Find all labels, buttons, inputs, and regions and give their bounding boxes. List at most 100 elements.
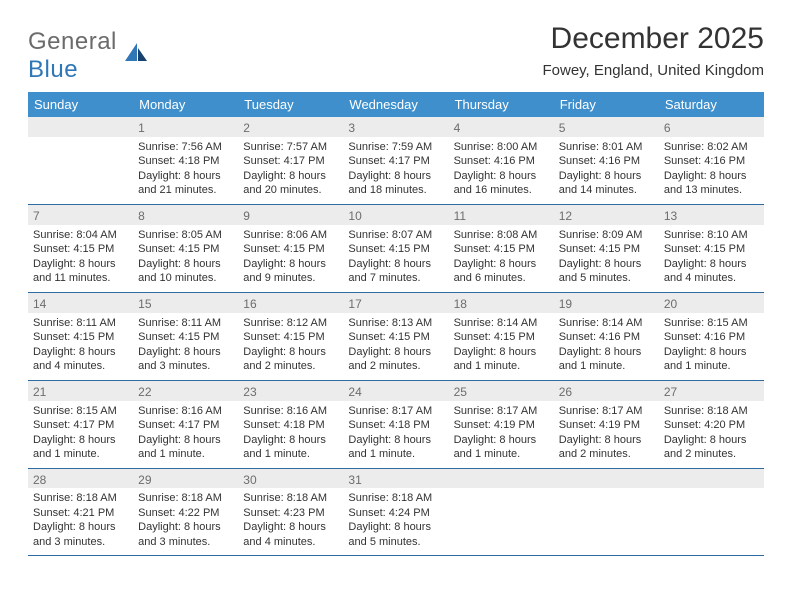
calendar-table: SundayMondayTuesdayWednesdayThursdayFrid… bbox=[28, 92, 764, 556]
day-detail-line: Sunrise: 8:04 AM bbox=[33, 228, 128, 243]
day-detail-line: Sunset: 4:18 PM bbox=[243, 418, 338, 433]
day-detail-line: Sunset: 4:15 PM bbox=[33, 242, 128, 257]
month-title: December 2025 bbox=[542, 22, 764, 56]
day-number: 15 bbox=[138, 297, 151, 311]
day-number: 29 bbox=[138, 473, 151, 487]
day-number-cell: 24 bbox=[343, 380, 448, 400]
day-detail-line: Daylight: 8 hours and 14 minutes. bbox=[559, 169, 654, 198]
day-detail-line: Sunrise: 8:07 AM bbox=[348, 228, 443, 243]
day-info-cell: Sunrise: 7:57 AMSunset: 4:17 PMDaylight:… bbox=[238, 137, 343, 205]
day-detail-line: Sunset: 4:15 PM bbox=[138, 242, 233, 257]
day-details: Sunrise: 8:18 AMSunset: 4:20 PMDaylight:… bbox=[664, 404, 759, 462]
day-number: 7 bbox=[33, 209, 40, 223]
day-number-cell: 7 bbox=[28, 204, 133, 224]
day-details: Sunrise: 8:09 AMSunset: 4:15 PMDaylight:… bbox=[559, 228, 654, 286]
day-number-cell: 20 bbox=[659, 292, 764, 312]
day-info-cell: Sunrise: 8:18 AMSunset: 4:20 PMDaylight:… bbox=[659, 401, 764, 469]
day-number: 2 bbox=[243, 121, 250, 135]
day-details: Sunrise: 8:18 AMSunset: 4:24 PMDaylight:… bbox=[348, 491, 443, 549]
day-info-cell: Sunrise: 8:11 AMSunset: 4:15 PMDaylight:… bbox=[28, 313, 133, 381]
day-details: Sunrise: 7:59 AMSunset: 4:17 PMDaylight:… bbox=[348, 140, 443, 198]
day-number-cell: 11 bbox=[449, 204, 554, 224]
day-number-cell: 21 bbox=[28, 380, 133, 400]
day-number-row: 123456 bbox=[28, 117, 764, 137]
day-detail-line: Daylight: 8 hours and 1 minute. bbox=[559, 345, 654, 374]
day-detail-line: Daylight: 8 hours and 5 minutes. bbox=[348, 520, 443, 549]
day-detail-line: Daylight: 8 hours and 13 minutes. bbox=[664, 169, 759, 198]
day-detail-line: Sunrise: 8:06 AM bbox=[243, 228, 338, 243]
day-detail-line: Daylight: 8 hours and 1 minute. bbox=[243, 433, 338, 462]
day-info-cell: Sunrise: 8:11 AMSunset: 4:15 PMDaylight:… bbox=[133, 313, 238, 381]
day-details: Sunrise: 8:15 AMSunset: 4:17 PMDaylight:… bbox=[33, 404, 128, 462]
day-info-cell bbox=[449, 488, 554, 556]
day-info-row: Sunrise: 8:11 AMSunset: 4:15 PMDaylight:… bbox=[28, 313, 764, 381]
day-details: Sunrise: 8:01 AMSunset: 4:16 PMDaylight:… bbox=[559, 140, 654, 198]
day-number-cell: 27 bbox=[659, 380, 764, 400]
weekday-header-row: SundayMondayTuesdayWednesdayThursdayFrid… bbox=[28, 92, 764, 117]
day-detail-line: Sunset: 4:17 PM bbox=[33, 418, 128, 433]
day-info-cell: Sunrise: 8:00 AMSunset: 4:16 PMDaylight:… bbox=[449, 137, 554, 205]
day-number-cell: 12 bbox=[554, 204, 659, 224]
day-detail-line: Sunset: 4:17 PM bbox=[348, 154, 443, 169]
day-detail-line: Daylight: 8 hours and 21 minutes. bbox=[138, 169, 233, 198]
day-number-cell: 19 bbox=[554, 292, 659, 312]
day-number-cell: 15 bbox=[133, 292, 238, 312]
day-detail-line: Sunrise: 8:17 AM bbox=[559, 404, 654, 419]
day-detail-line: Daylight: 8 hours and 4 minutes. bbox=[33, 345, 128, 374]
day-info-cell: Sunrise: 8:18 AMSunset: 4:23 PMDaylight:… bbox=[238, 488, 343, 556]
day-details: Sunrise: 8:11 AMSunset: 4:15 PMDaylight:… bbox=[33, 316, 128, 374]
day-number: 1 bbox=[138, 121, 145, 135]
day-number-row: 78910111213 bbox=[28, 204, 764, 224]
day-detail-line: Sunset: 4:22 PM bbox=[138, 506, 233, 521]
day-number-cell: 10 bbox=[343, 204, 448, 224]
day-detail-line: Daylight: 8 hours and 16 minutes. bbox=[454, 169, 549, 198]
day-number-row: 14151617181920 bbox=[28, 292, 764, 312]
day-detail-line: Sunset: 4:15 PM bbox=[664, 242, 759, 257]
day-info-cell: Sunrise: 8:14 AMSunset: 4:15 PMDaylight:… bbox=[449, 313, 554, 381]
day-number-cell: 3 bbox=[343, 117, 448, 137]
title-block: December 2025 Fowey, England, United Kin… bbox=[542, 22, 764, 79]
day-detail-line: Daylight: 8 hours and 2 minutes. bbox=[559, 433, 654, 462]
day-number: 18 bbox=[454, 297, 467, 311]
day-detail-line: Sunset: 4:18 PM bbox=[138, 154, 233, 169]
day-info-cell: Sunrise: 8:16 AMSunset: 4:17 PMDaylight:… bbox=[133, 401, 238, 469]
day-detail-line: Daylight: 8 hours and 7 minutes. bbox=[348, 257, 443, 286]
day-detail-line: Sunrise: 8:14 AM bbox=[559, 316, 654, 331]
weekday-header: Sunday bbox=[28, 92, 133, 117]
day-details: Sunrise: 8:06 AMSunset: 4:15 PMDaylight:… bbox=[243, 228, 338, 286]
day-number-cell: 31 bbox=[343, 468, 448, 488]
day-detail-line: Sunrise: 7:57 AM bbox=[243, 140, 338, 155]
day-number-cell: 1 bbox=[133, 117, 238, 137]
day-details: Sunrise: 8:18 AMSunset: 4:21 PMDaylight:… bbox=[33, 491, 128, 549]
day-info-cell: Sunrise: 8:16 AMSunset: 4:18 PMDaylight:… bbox=[238, 401, 343, 469]
day-info-cell: Sunrise: 8:15 AMSunset: 4:16 PMDaylight:… bbox=[659, 313, 764, 381]
day-detail-line: Sunrise: 8:05 AM bbox=[138, 228, 233, 243]
day-info-cell: Sunrise: 8:17 AMSunset: 4:19 PMDaylight:… bbox=[554, 401, 659, 469]
day-detail-line: Sunset: 4:15 PM bbox=[559, 242, 654, 257]
day-number: 14 bbox=[33, 297, 46, 311]
weekday-header: Wednesday bbox=[343, 92, 448, 117]
day-detail-line: Sunrise: 8:18 AM bbox=[138, 491, 233, 506]
day-info-cell: Sunrise: 8:05 AMSunset: 4:15 PMDaylight:… bbox=[133, 225, 238, 293]
day-info-cell: Sunrise: 8:01 AMSunset: 4:16 PMDaylight:… bbox=[554, 137, 659, 205]
day-number-cell: 23 bbox=[238, 380, 343, 400]
day-detail-line: Daylight: 8 hours and 1 minute. bbox=[454, 345, 549, 374]
day-detail-line: Daylight: 8 hours and 5 minutes. bbox=[559, 257, 654, 286]
day-details: Sunrise: 8:18 AMSunset: 4:22 PMDaylight:… bbox=[138, 491, 233, 549]
day-detail-line: Sunset: 4:15 PM bbox=[348, 330, 443, 345]
logo-sail-icon bbox=[123, 41, 149, 72]
day-number-cell: 17 bbox=[343, 292, 448, 312]
day-detail-line: Daylight: 8 hours and 18 minutes. bbox=[348, 169, 443, 198]
day-detail-line: Sunset: 4:16 PM bbox=[664, 330, 759, 345]
day-details: Sunrise: 8:05 AMSunset: 4:15 PMDaylight:… bbox=[138, 228, 233, 286]
day-number-cell: 22 bbox=[133, 380, 238, 400]
day-info-cell: Sunrise: 8:08 AMSunset: 4:15 PMDaylight:… bbox=[449, 225, 554, 293]
day-detail-line: Sunrise: 8:17 AM bbox=[348, 404, 443, 419]
day-detail-line: Sunrise: 8:13 AM bbox=[348, 316, 443, 331]
day-number: 26 bbox=[559, 385, 572, 399]
day-details: Sunrise: 8:18 AMSunset: 4:23 PMDaylight:… bbox=[243, 491, 338, 549]
day-detail-line: Sunset: 4:15 PM bbox=[138, 330, 233, 345]
day-info-cell: Sunrise: 8:18 AMSunset: 4:24 PMDaylight:… bbox=[343, 488, 448, 556]
day-details: Sunrise: 8:15 AMSunset: 4:16 PMDaylight:… bbox=[664, 316, 759, 374]
day-detail-line: Sunrise: 8:10 AM bbox=[664, 228, 759, 243]
